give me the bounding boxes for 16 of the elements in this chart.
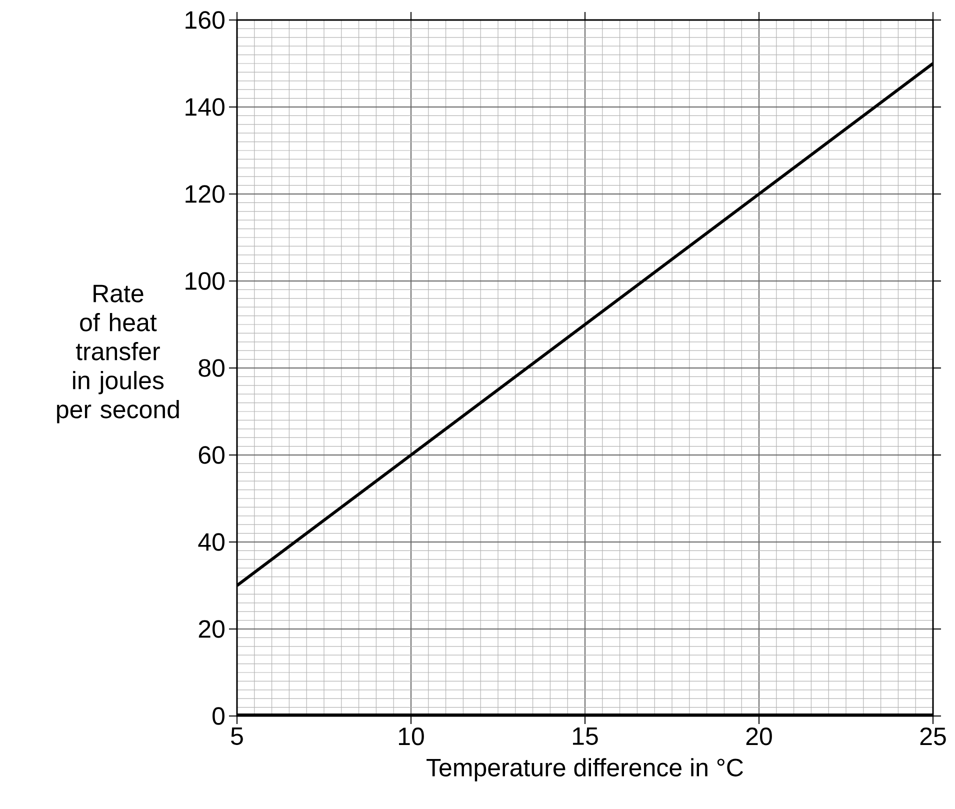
x-tick-label: 15 (572, 728, 598, 745)
y-tick-label: 160 (186, 11, 224, 29)
y-tick-label: 0 (212, 707, 224, 725)
y-tick-label: 120 (186, 185, 224, 203)
x-tick-label: 25 (920, 728, 946, 746)
x-tick-label: 10 (398, 728, 424, 746)
y-tick-label: 60 (198, 446, 224, 464)
y-axis-title: Rate of heat transfer in joules per second (57, 284, 179, 424)
y-tick-label: 20 (198, 620, 224, 638)
y-tick-label: 100 (186, 272, 224, 290)
y-tick-label: 40 (198, 533, 224, 551)
x-axis-title: Temperature difference in °C (426, 758, 744, 782)
x-tick-label: 20 (746, 728, 772, 746)
y-tick-label: 80 (198, 359, 224, 377)
x-tick-label: 5 (231, 728, 243, 745)
y-tick-label: 140 (186, 98, 224, 116)
